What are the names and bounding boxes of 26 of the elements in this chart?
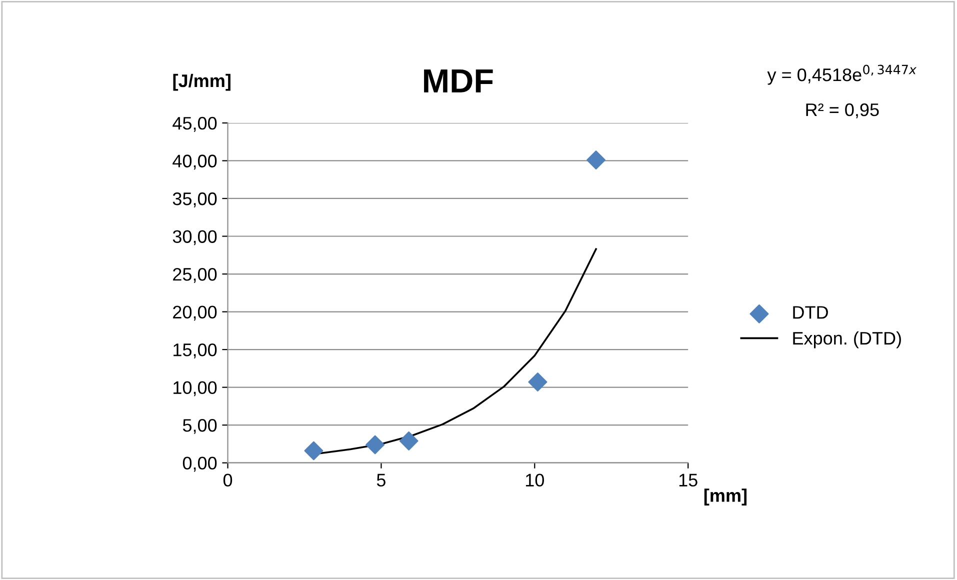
x-axis-title: [mm] <box>704 488 747 506</box>
text: R² = 0,95 <box>806 103 879 118</box>
point <box>366 435 385 454</box>
y-tick-label: 5,00 <box>182 419 217 434</box>
point <box>586 150 606 170</box>
x-tick-label: 5 <box>376 474 386 487</box>
point <box>528 372 548 392</box>
x-tick-label: 0 <box>223 474 232 487</box>
y-tick-label: 30,00 <box>172 230 217 246</box>
y-tick-label: 20,00 <box>173 306 217 321</box>
y-tick-label: 15,00 <box>174 343 217 358</box>
chart-title: MDF <box>424 69 493 92</box>
y-tick-label: 45,00 <box>172 116 217 132</box>
y-tick-label: 40,00 <box>172 154 217 170</box>
y-axis-title: [J/mm] <box>173 74 230 91</box>
y-tick-label: 25,00 <box>173 268 217 283</box>
y-tick-label: 10,00 <box>174 381 217 396</box>
legend-label: Expon. (DTD) <box>793 331 901 348</box>
x-tick-label: 15 <box>679 474 698 487</box>
point <box>399 431 418 450</box>
y-tick-label: 0,00 <box>182 456 217 472</box>
text: y = 0,4518e$^{0,3447x}$ <box>767 64 917 85</box>
legend-label: DTD <box>793 306 828 319</box>
point <box>304 441 324 460</box>
x-tick-label: 10 <box>526 474 544 487</box>
y-tick-label: 35,00 <box>172 192 217 208</box>
